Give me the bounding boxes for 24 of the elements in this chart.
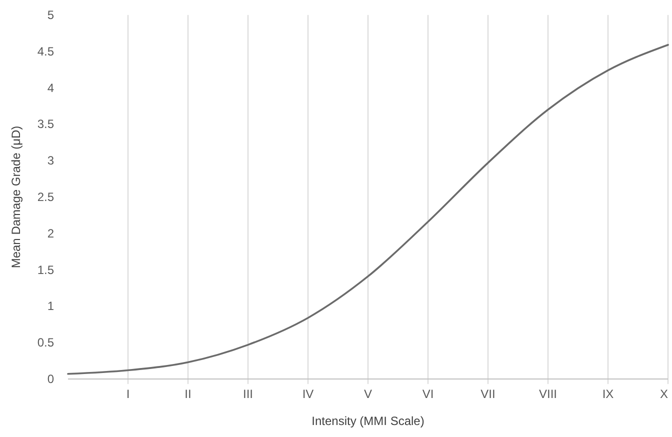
- y-tick-label: 3: [47, 154, 54, 168]
- x-tick-label: III: [242, 387, 254, 401]
- x-tick-label: VI: [422, 387, 434, 401]
- y-tick-label: 0.5: [37, 336, 54, 350]
- x-tick-label: VII: [480, 387, 496, 401]
- y-tick-label: 2: [47, 226, 54, 240]
- x-tick-label: VIII: [538, 387, 558, 401]
- x-tick-label: IX: [602, 387, 614, 401]
- y-tick-label: 2.5: [37, 190, 54, 204]
- line-series: [67, 44, 669, 375]
- y-tick-label: 4.5: [37, 44, 54, 58]
- x-tick-label: IV: [302, 387, 314, 401]
- x-tick-label: X: [660, 387, 668, 401]
- y-tick-label: 5: [47, 8, 54, 22]
- y-tick-label: 3.5: [37, 117, 54, 132]
- x-axis-title: Intensity (MMI Scale): [312, 414, 424, 428]
- y-tick-label: 1.5: [37, 262, 54, 277]
- x-tick-label: V: [364, 387, 372, 401]
- x-tick-label: I: [126, 387, 130, 401]
- y-tick-label: 0: [47, 372, 54, 386]
- y-tick-label: 4: [47, 80, 54, 95]
- y-tick-label: 1: [47, 299, 54, 314]
- x-tick-label: II: [184, 387, 192, 401]
- y-axis-title: Mean Damage Grade (μD): [9, 126, 23, 268]
